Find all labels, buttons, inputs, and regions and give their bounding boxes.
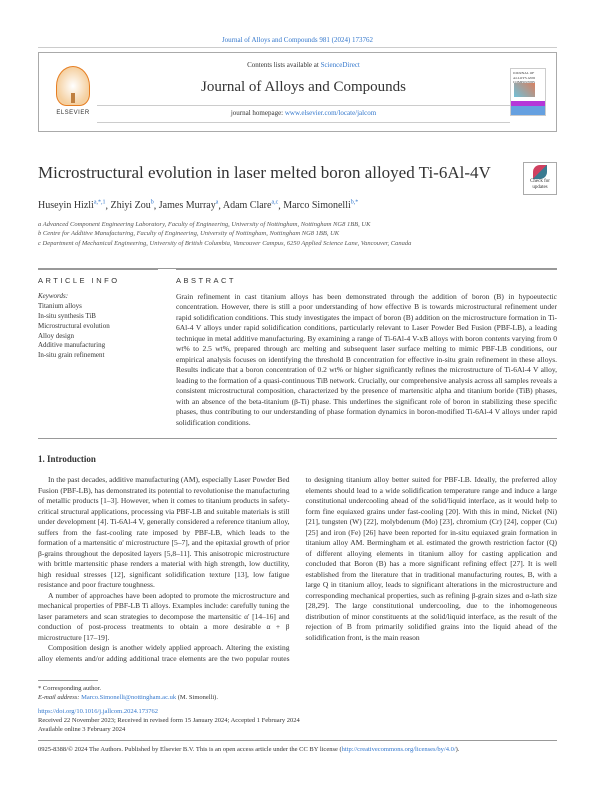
contents-line: Contents lists available at ScienceDirec… — [97, 61, 510, 70]
info-heading: ARTICLE INFO — [38, 276, 158, 286]
abstract-block: ABSTRACT Grain refinement in cast titani… — [176, 269, 557, 429]
received-dates: Received 22 November 2023; Received in r… — [38, 716, 557, 725]
email-link[interactable]: Marco.Simonelli@nottingham.ac.uk — [81, 694, 176, 701]
article-title: Microstructural evolution in laser melte… — [38, 162, 557, 185]
corresponding-note: * Corresponding author. — [38, 684, 557, 693]
elsevier-text: ELSEVIER — [56, 109, 89, 117]
affiliation: a Advanced Component Engineering Laborat… — [38, 220, 557, 229]
article-info-row: ARTICLE INFO Keywords: Titanium alloys I… — [38, 268, 557, 429]
running-header: Journal of Alloys and Compounds 981 (202… — [38, 36, 557, 48]
affiliation: b Centre for Additive Manufacturing, Fac… — [38, 229, 557, 238]
keyword: In-situ synthesis TiB — [38, 312, 158, 322]
affiliation: c Department of Mechanical Engineering, … — [38, 239, 557, 248]
keyword: In-situ grain refinement — [38, 351, 158, 361]
article-header: Check for updates Microstructural evolut… — [38, 162, 557, 248]
abstract-text: Grain refinement in cast titanium alloys… — [176, 292, 557, 429]
keyword: Microstructural evolution — [38, 322, 158, 332]
elsevier-tree-icon — [56, 66, 90, 106]
email-line: E-mail address: Marco.Simonelli@nottingh… — [38, 693, 557, 702]
elsevier-logo: ELSEVIER — [49, 66, 97, 117]
section-divider — [38, 438, 557, 439]
doi-link[interactable]: https://doi.org/10.1016/j.jallcom.2024.1… — [38, 708, 158, 715]
author[interactable]: Zhiyi Zoub — [111, 200, 154, 211]
author[interactable]: Marco Simonellib,* — [283, 200, 358, 211]
sciencedirect-link[interactable]: ScienceDirect — [321, 61, 360, 69]
homepage-link[interactable]: www.elsevier.com/locate/jalcom — [285, 109, 376, 117]
body-paragraph: A number of approaches have been adopted… — [38, 591, 290, 644]
available-date: Available online 3 February 2024 — [38, 725, 557, 734]
journal-homepage: journal homepage: www.elsevier.com/locat… — [97, 105, 510, 122]
journal-header: ELSEVIER Contents lists available at Sci… — [38, 52, 557, 131]
author[interactable]: James Murraya — [159, 200, 219, 211]
copyright-line: 0925-8388/© 2024 The Authors. Published … — [38, 745, 459, 754]
body-columns: In the past decades, additive manufactur… — [38, 475, 557, 664]
body-paragraph: In the past decades, additive manufactur… — [38, 475, 290, 591]
keyword: Titanium alloys — [38, 302, 158, 312]
author-list: Huseyin Hizlia,*,1, Zhiyi Zoub, James Mu… — [38, 199, 557, 213]
section-title: 1. Introduction — [38, 453, 557, 465]
abstract-heading: ABSTRACT — [176, 276, 557, 286]
keyword: Alloy design — [38, 332, 158, 342]
crossmark-icon — [533, 165, 547, 179]
footer: * Corresponding author. E-mail address: … — [38, 680, 557, 754]
journal-cover-thumb: JOURNAL OF ALLOYS AND COMPOUNDS — [510, 68, 546, 116]
keywords-label: Keywords: — [38, 292, 158, 301]
journal-title: Journal of Alloys and Compounds — [97, 77, 510, 97]
article-info-left: ARTICLE INFO Keywords: Titanium alloys I… — [38, 269, 158, 429]
keyword: Additive manufacturing — [38, 341, 158, 351]
author[interactable]: Adam Clarea,c — [223, 200, 278, 211]
author[interactable]: Huseyin Hizlia,*,1 — [38, 200, 106, 211]
check-updates-badge[interactable]: Check for updates — [523, 162, 557, 196]
cc-link[interactable]: http://creativecommons.org/licenses/by/4… — [342, 746, 456, 753]
